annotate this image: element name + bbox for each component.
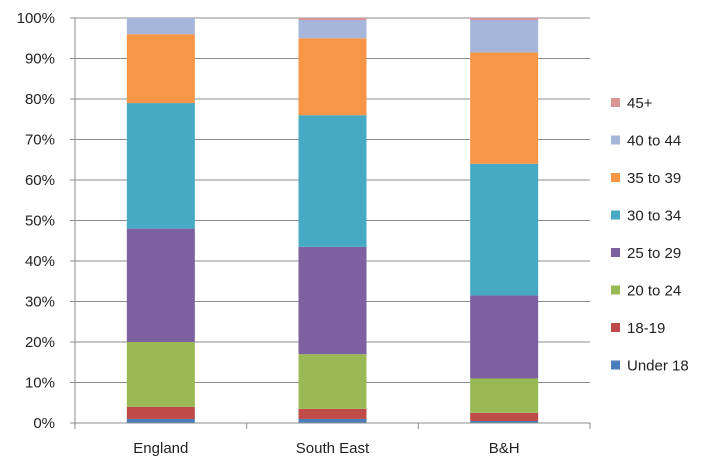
bar-segment bbox=[298, 354, 367, 409]
y-tick-label: 40% bbox=[25, 253, 55, 270]
y-tick-label: 50% bbox=[25, 213, 55, 230]
y-tick-label: 80% bbox=[25, 91, 55, 108]
bar-segment bbox=[470, 20, 539, 53]
y-tick-label: 70% bbox=[25, 132, 55, 149]
legend-swatch bbox=[611, 323, 620, 332]
bar-segment bbox=[126, 18, 195, 35]
legend-swatch bbox=[611, 98, 620, 107]
legend-label: 30 to 34 bbox=[627, 208, 681, 225]
x-axis-category-labels: England South East B&H bbox=[133, 440, 519, 457]
legend-item[interactable]: Under 18 bbox=[611, 358, 689, 375]
bar-segment bbox=[470, 420, 539, 423]
legend[interactable]: 45+ 40 to 44 35 to 39 30 to 34 25 to 29 20 to… bbox=[611, 95, 689, 375]
x-category-label: South East bbox=[296, 440, 370, 457]
legend-item[interactable]: 30 to 34 bbox=[611, 208, 681, 225]
legend-label: Under 18 bbox=[627, 358, 689, 375]
legend-swatch bbox=[611, 173, 620, 182]
bar-segment bbox=[470, 412, 539, 421]
y-tick-label: 100% bbox=[17, 10, 55, 27]
legend-item[interactable]: 18-19 bbox=[611, 320, 665, 337]
y-tick-label: 20% bbox=[25, 334, 55, 351]
legend-swatch bbox=[611, 210, 620, 220]
bar-segment bbox=[470, 378, 539, 413]
bars bbox=[126, 18, 539, 423]
y-axis-tick-labels: 0% 10% 20% 30% 40% 50% 60% 70% 80% 90% 100% bbox=[17, 10, 55, 432]
bar-segment bbox=[126, 406, 195, 419]
y-tick-label: 0% bbox=[33, 415, 55, 432]
bar-segment bbox=[126, 34, 195, 104]
legend-swatch bbox=[611, 285, 620, 295]
x-category-label: B&H bbox=[489, 440, 520, 457]
legend-item[interactable]: 35 to 39 bbox=[611, 170, 681, 187]
legend-label: 35 to 39 bbox=[627, 170, 681, 187]
bar-segment bbox=[298, 18, 367, 21]
y-tick-label: 90% bbox=[25, 51, 55, 68]
y-tick-label: 30% bbox=[25, 294, 55, 311]
bar-segment bbox=[126, 103, 195, 229]
bar-segment bbox=[298, 38, 367, 116]
legend-label: 20 to 24 bbox=[627, 283, 681, 300]
bar-segment bbox=[470, 18, 539, 21]
legend-item[interactable]: 40 to 44 bbox=[611, 133, 681, 150]
axes bbox=[70, 17, 591, 429]
bar-segment bbox=[298, 418, 367, 423]
bar-segment bbox=[298, 408, 367, 419]
legend-label: 40 to 44 bbox=[627, 133, 681, 150]
bar-segment bbox=[126, 228, 195, 342]
y-tick-label: 10% bbox=[25, 375, 55, 392]
bar-segment bbox=[126, 342, 195, 407]
legend-label: 45+ bbox=[627, 95, 653, 112]
legend-item[interactable]: 20 to 24 bbox=[611, 283, 681, 300]
bar-segment bbox=[298, 115, 367, 247]
x-category-label: England bbox=[133, 440, 188, 457]
legend-swatch bbox=[611, 248, 620, 257]
bar-segment bbox=[298, 20, 367, 39]
legend-label: 25 to 29 bbox=[627, 245, 681, 262]
legend-swatch bbox=[611, 360, 620, 370]
bar-segment bbox=[470, 295, 539, 379]
legend-item[interactable]: 45+ bbox=[611, 95, 653, 112]
bar-segment bbox=[126, 418, 195, 423]
legend-item[interactable]: 25 to 29 bbox=[611, 245, 681, 262]
bar-segment bbox=[470, 52, 539, 164]
y-tick-label: 60% bbox=[25, 172, 55, 189]
bar-segment bbox=[470, 163, 539, 296]
bar-segment bbox=[298, 246, 367, 355]
legend-swatch bbox=[611, 135, 620, 145]
legend-label: 18-19 bbox=[627, 320, 665, 337]
